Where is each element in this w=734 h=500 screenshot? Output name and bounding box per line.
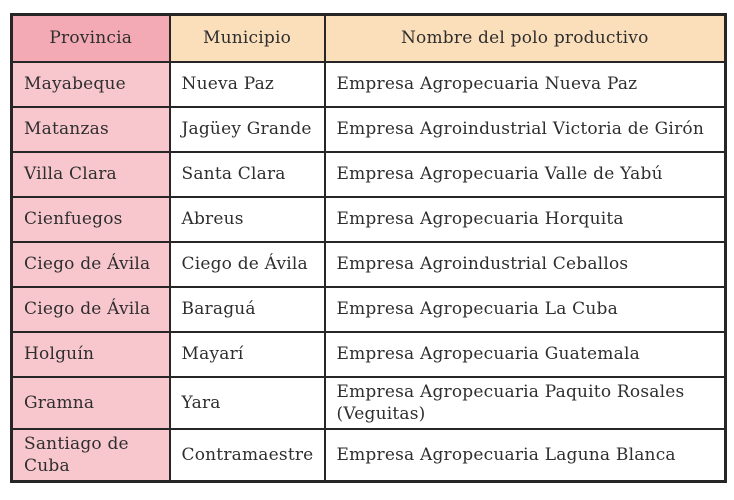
cell-provincia: Matanzas: [10, 105, 171, 153]
table-row: Ciego de Ávila Ciego de Ávila Empresa Ag…: [10, 240, 727, 288]
cell-polo: Empresa Agropecuaria Nueva Paz: [323, 60, 727, 108]
cell-polo: Empresa Agropecuaria Valle de Yabú: [323, 150, 727, 198]
cell-provincia: Cienfuegos: [10, 195, 171, 243]
table-row: Holguín Mayarí Empresa Agropecuaria Guat…: [10, 330, 727, 378]
cell-provincia: Holguín: [10, 330, 171, 378]
cell-polo: Empresa Agropecuaria Guatemala: [323, 330, 727, 378]
table-row: Matanzas Jagüey Grande Empresa Agroindus…: [10, 105, 727, 153]
table-row: Santiago de Cuba Contramaestre Empresa A…: [10, 427, 727, 482]
cell-municipio: Nueva Paz: [168, 60, 326, 108]
cell-municipio: Abreus: [168, 195, 326, 243]
cell-polo: Empresa Agroindustrial Ceballos: [323, 240, 727, 288]
cell-polo: Empresa Agropecuaria Horquita: [323, 195, 727, 243]
cell-provincia: Gramna: [10, 375, 171, 430]
cell-provincia: Villa Clara: [10, 150, 171, 198]
header-row: Provincia Municipio Nombre del polo prod…: [10, 13, 727, 63]
table-row: Gramna Yara Empresa Agropecuaria Paquito…: [10, 375, 727, 430]
table-row: Villa Clara Santa Clara Empresa Agropecu…: [10, 150, 727, 198]
cell-municipio: Mayarí: [168, 330, 326, 378]
cell-municipio: Santa Clara: [168, 150, 326, 198]
column-header-provincia: Provincia: [10, 13, 171, 63]
table-row: Cienfuegos Abreus Empresa Agropecuaria H…: [10, 195, 727, 243]
cell-polo: Empresa Agropecuaria La Cuba: [323, 285, 727, 333]
table-row: Ciego de Ávila Baraguá Empresa Agropecua…: [10, 285, 727, 333]
cell-polo: Empresa Agropecuaria Paquito Rosales (Ve…: [323, 375, 727, 430]
polo-productivo-table: Provincia Municipio Nombre del polo prod…: [10, 13, 727, 483]
cell-municipio: Baraguá: [168, 285, 326, 333]
cell-provincia: Santiago de Cuba: [10, 427, 171, 482]
column-header-municipio: Municipio: [168, 13, 326, 63]
cell-provincia: Ciego de Ávila: [10, 285, 171, 333]
cell-municipio: Jagüey Grande: [168, 105, 326, 153]
cell-municipio: Contramaestre: [168, 427, 326, 482]
table-row: Mayabeque Nueva Paz Empresa Agropecuaria…: [10, 60, 727, 108]
cell-polo: Empresa Agropecuaria Laguna Blanca: [323, 427, 727, 482]
cell-municipio: Yara: [168, 375, 326, 430]
cell-municipio: Ciego de Ávila: [168, 240, 326, 288]
cell-polo: Empresa Agroindustrial Victoria de Girón: [323, 105, 727, 153]
cell-provincia: Mayabeque: [10, 60, 171, 108]
column-header-polo-productivo: Nombre del polo productivo: [323, 13, 727, 63]
cell-provincia: Ciego de Ávila: [10, 240, 171, 288]
